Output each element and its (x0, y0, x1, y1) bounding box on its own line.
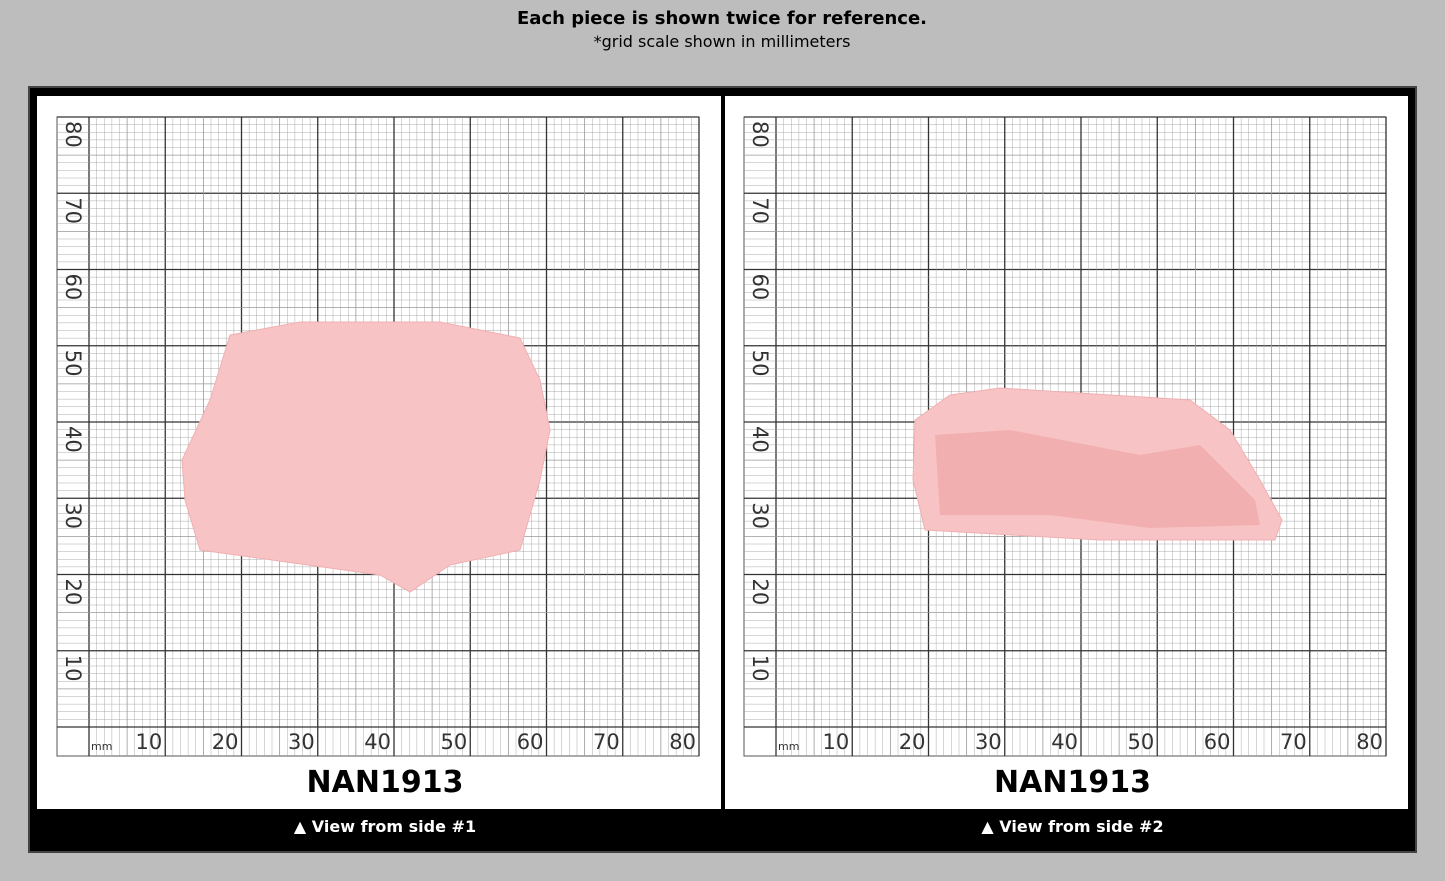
x-scale-label: 80 (669, 730, 696, 754)
x-scale-label: 60 (517, 730, 544, 754)
x-scale-label: 70 (1280, 730, 1307, 754)
specimen-photo (181, 321, 551, 593)
y-scale-label: 50 (61, 350, 85, 377)
x-scale-label: 70 (593, 730, 620, 754)
y-scale-label: 80 (61, 121, 85, 148)
product-code: NAN1913 (994, 765, 1151, 800)
y-scale-label: 70 (61, 197, 85, 224)
x-scale-label: 10 (823, 730, 850, 754)
y-scale-label: 40 (61, 426, 85, 453)
y-scale-label: 70 (748, 197, 772, 224)
y-scale-label: 30 (748, 502, 772, 529)
x-scale-label: 30 (975, 730, 1002, 754)
x-scale-label: 60 (1204, 730, 1231, 754)
grid-unit: mm (778, 740, 799, 753)
subtitle: *grid scale shown in millimeters (594, 32, 851, 51)
x-scale-label: 80 (1356, 730, 1383, 754)
x-scale-label: 20 (899, 730, 926, 754)
y-scale-label: 20 (748, 579, 772, 606)
x-scale-label: 50 (441, 730, 468, 754)
view-caption: ▲ View from side #1 (294, 817, 476, 836)
y-scale-label: 60 (748, 274, 772, 301)
y-scale-label: 30 (61, 502, 85, 529)
y-scale-label: 20 (61, 579, 85, 606)
x-scale-label: 50 (1128, 730, 1155, 754)
y-scale-label: 60 (61, 274, 85, 301)
x-scale-label: 20 (212, 730, 239, 754)
y-scale-label: 40 (748, 426, 772, 453)
y-scale-label: 80 (748, 121, 772, 148)
view-caption: ▲ View from side #2 (981, 817, 1163, 836)
y-scale-label: 10 (61, 655, 85, 682)
y-scale-label: 50 (748, 350, 772, 377)
title: Each piece is shown twice for reference. (517, 8, 927, 29)
x-scale-label: 10 (136, 730, 163, 754)
specimen-facet (935, 430, 1260, 528)
x-scale-label: 30 (288, 730, 315, 754)
y-scale-label: 10 (748, 655, 772, 682)
x-scale-label: 40 (364, 730, 391, 754)
product-code: NAN1913 (307, 765, 464, 800)
grid-unit: mm (91, 740, 112, 753)
x-scale-label: 40 (1051, 730, 1078, 754)
